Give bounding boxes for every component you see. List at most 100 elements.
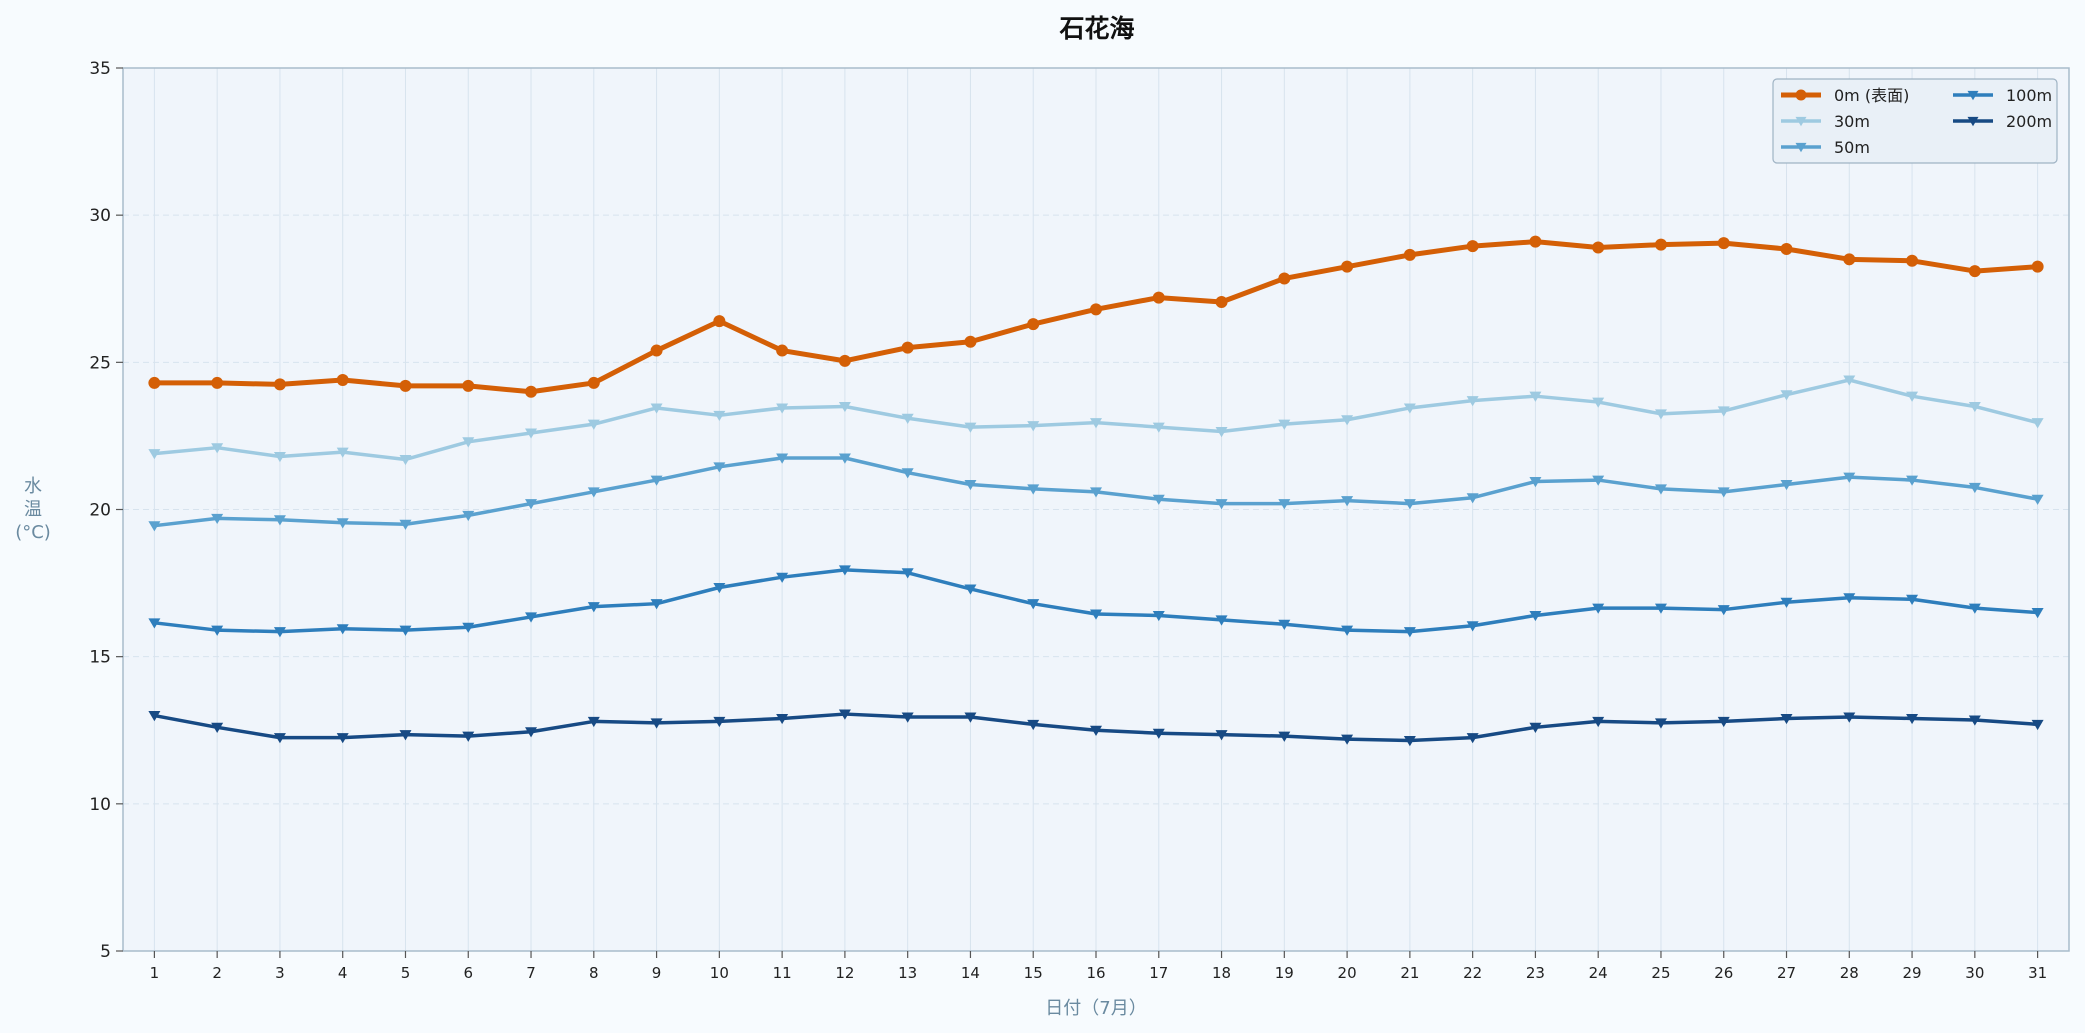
data-point-30m <box>650 403 663 414</box>
data-point-100m <box>901 568 914 579</box>
x-tick-label: 25 <box>1651 964 1670 982</box>
data-point-200m <box>1654 718 1667 729</box>
data-point-0m <box>901 341 914 354</box>
data-point-50m <box>336 518 349 529</box>
data-point-50m <box>901 468 914 479</box>
data-point-30m <box>148 449 161 460</box>
data-point-50m <box>273 515 286 526</box>
x-tick-label: 7 <box>526 964 536 982</box>
series-0m <box>148 235 2044 398</box>
x-tick-label: 12 <box>835 964 854 982</box>
legend-label: 100m <box>2006 86 2052 105</box>
data-point-0m <box>525 385 538 398</box>
data-point-30m <box>1717 406 1730 417</box>
data-point-200m <box>462 731 475 742</box>
data-point-200m <box>2031 719 2044 731</box>
x-tick-label: 13 <box>898 964 917 982</box>
data-point-0m <box>1152 291 1165 304</box>
data-point-100m <box>1717 605 1730 616</box>
x-tick-label: 11 <box>773 964 792 982</box>
data-point-200m <box>1341 734 1354 745</box>
data-point-50m <box>2031 494 2044 505</box>
data-point-30m <box>901 413 914 424</box>
data-point-50m <box>713 462 726 473</box>
data-point-100m <box>2031 608 2044 619</box>
data-point-0m <box>1215 295 1228 308</box>
data-point-50m <box>1843 472 1856 483</box>
data-point-30m <box>211 443 224 454</box>
data-point-100m <box>462 622 475 633</box>
data-point-50m <box>964 479 977 491</box>
data-point-50m <box>148 521 161 532</box>
x-tick-label: 5 <box>401 964 411 982</box>
data-point-50m <box>1654 484 1667 495</box>
data-point-30m <box>1027 421 1040 432</box>
data-point-0m <box>462 379 475 392</box>
x-tick-label: 31 <box>2028 964 2047 982</box>
data-point-0m <box>211 376 224 389</box>
y-axis: 5 10 15 20 25 30 35 <box>89 59 123 962</box>
data-point-30m <box>273 452 286 463</box>
series-200m <box>148 709 2044 747</box>
data-point-0m <box>1906 254 1919 267</box>
data-point-30m <box>713 410 726 422</box>
data-point-0m <box>1780 243 1793 256</box>
legend-entry: 50m <box>1781 138 1870 157</box>
legend-label: 0m (表面) <box>1834 86 1909 105</box>
x-tick-label: 28 <box>1840 964 1859 982</box>
data-point-50m <box>1215 499 1228 510</box>
data-point-0m <box>1027 318 1040 331</box>
data-point-30m <box>462 437 475 448</box>
data-point-200m <box>1717 716 1730 728</box>
data-point-200m <box>1529 722 1542 734</box>
data-point-200m <box>211 722 224 734</box>
data-point-50m <box>1090 487 1102 498</box>
data-point-100m <box>1843 593 1856 604</box>
series-50m <box>148 453 2044 532</box>
data-point-50m <box>1027 484 1040 495</box>
data-point-100m <box>1906 594 1919 605</box>
data-point-200m <box>525 727 538 738</box>
x-tick-label: 27 <box>1777 964 1796 982</box>
x-tick-label: 2 <box>212 964 222 982</box>
data-point-100m <box>1341 625 1354 636</box>
data-point-200m <box>399 730 412 741</box>
data-point-30m <box>525 428 538 439</box>
data-point-200m <box>1906 713 1919 725</box>
data-point-100m <box>1215 615 1228 626</box>
chart-title: 石花海 <box>1058 14 1134 43</box>
data-point-100m <box>713 582 726 594</box>
x-tick-label: 6 <box>463 964 473 982</box>
data-point-0m <box>1717 237 1730 250</box>
data-point-0m <box>713 315 726 328</box>
x-tick-label: 14 <box>961 964 980 982</box>
data-point-0m <box>587 376 600 389</box>
data-point-30m <box>399 454 412 466</box>
legend-entry: 0m (表面) <box>1781 86 1909 105</box>
x-tick-label: 26 <box>1714 964 1733 982</box>
legend-marker-swatch <box>1967 116 1979 127</box>
data-point-100m <box>1152 610 1165 622</box>
legend-label: 50m <box>1834 138 1870 157</box>
data-point-30m <box>776 403 789 414</box>
x-tick-label: 20 <box>1338 964 1357 982</box>
data-point-100m <box>148 618 161 629</box>
x-axis-label: 日付（7月） <box>1045 998 1146 1019</box>
y-axis-label-line-1: 水 <box>24 476 42 497</box>
data-point-30m <box>1152 422 1165 433</box>
data-point-30m <box>1654 409 1667 420</box>
x-tick-label: 24 <box>1589 964 1608 982</box>
data-point-50m <box>1278 499 1291 510</box>
data-point-0m <box>336 373 349 386</box>
data-point-0m <box>399 379 412 392</box>
data-point-100m <box>1278 619 1291 630</box>
data-point-30m <box>1843 375 1856 386</box>
data-point-30m <box>1090 418 1102 429</box>
legend-marker-swatch <box>1967 90 1979 101</box>
series-100m <box>148 565 2044 638</box>
data-point-50m <box>1906 475 1919 486</box>
data-point-0m <box>964 335 977 348</box>
y-axis-label-line-3: (°C) <box>15 522 51 543</box>
data-point-50m <box>650 475 663 486</box>
